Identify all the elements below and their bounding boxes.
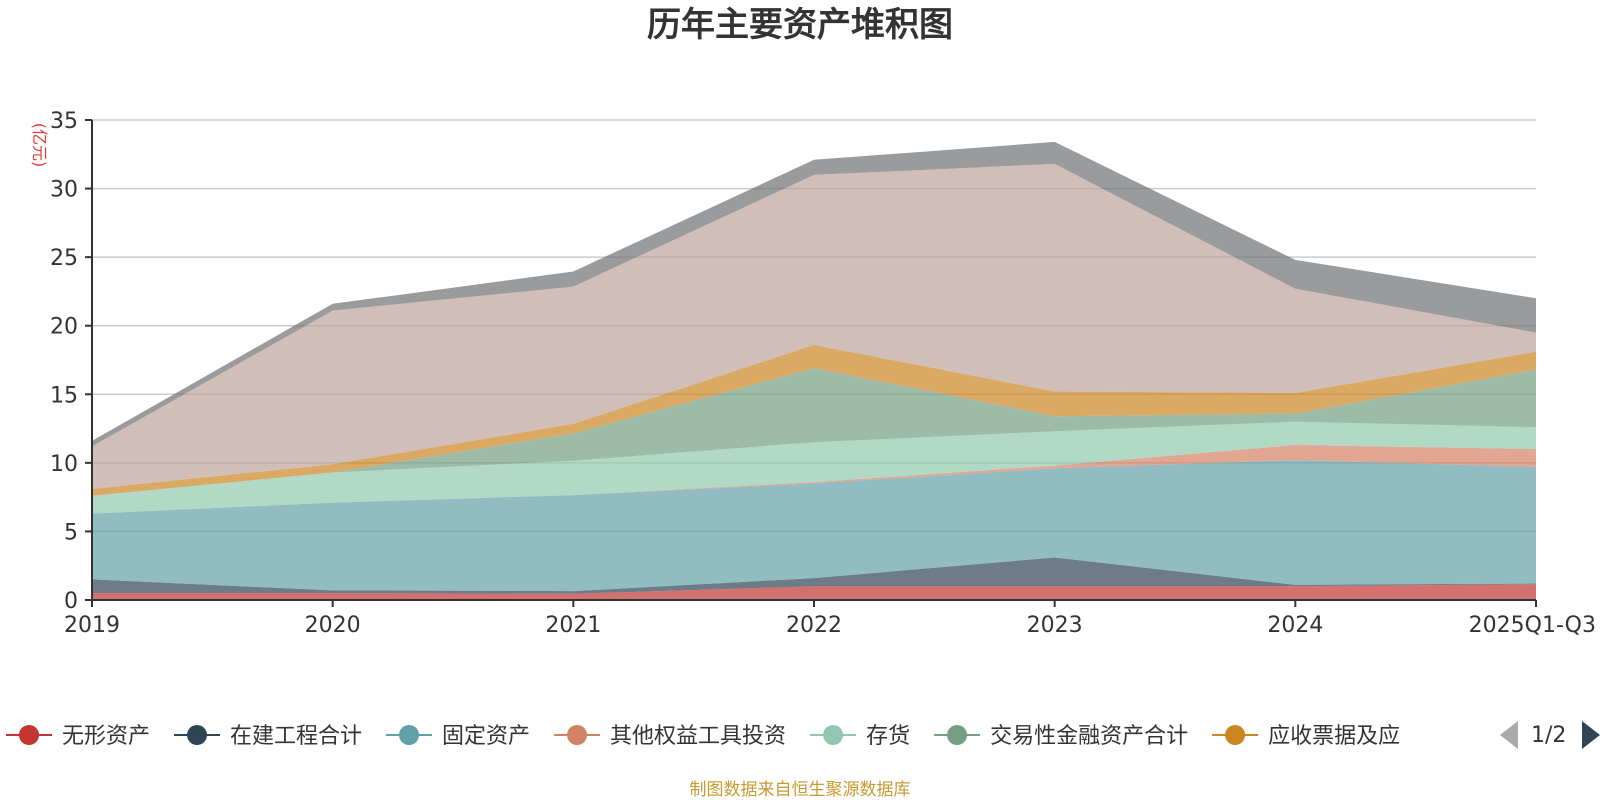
y-axis-unit: (亿元) (30, 123, 49, 168)
y-tick-label: 20 (50, 315, 78, 340)
y-tick-label: 25 (50, 246, 78, 271)
legend-dot-marker (567, 725, 588, 745)
legend-item[interactable]: 在建工程合计 (174, 724, 362, 749)
legend-page-indicator: 1/2 (1531, 723, 1566, 748)
area-series-5 (92, 421, 1536, 514)
legend-prev-icon[interactable] (1500, 721, 1518, 749)
legend-dot-marker (187, 725, 208, 745)
legend-pager: 1/2 (1500, 721, 1600, 749)
x-tick-label: 2021 (545, 613, 601, 638)
y-tick-label: 10 (50, 452, 78, 477)
legend-dot-marker (19, 725, 39, 745)
legend-item[interactable]: 无形资产 (6, 724, 150, 749)
area-series-6 (92, 368, 1536, 496)
x-tick-label: 2019 (64, 613, 120, 638)
axes: 0 5 10 15 20 25 30 35 2019 2020 2021 2022 2023 2024 20… (50, 109, 1596, 638)
legend-dot-marker (1225, 725, 1246, 745)
area-series-4 (92, 445, 1536, 514)
legend-item[interactable]: 存货 (810, 724, 910, 749)
legend-next-icon[interactable] (1582, 721, 1600, 749)
legend-label: 其他权益工具投资 (610, 724, 786, 749)
legend-dot-marker (823, 725, 844, 745)
legend-label: 无形资产 (62, 724, 150, 749)
y-tick-label: 5 (64, 520, 78, 545)
chart-title: 历年主要资产堆积图 (647, 5, 953, 45)
y-tick-label: 35 (50, 109, 78, 134)
area-series-1 (92, 584, 1536, 600)
area-series-8 (92, 163, 1536, 489)
legend-label: 存货 (866, 724, 910, 749)
legend-label: 交易性金融资产合计 (990, 724, 1188, 749)
area-series-3 (92, 460, 1536, 592)
area-series-7 (92, 344, 1536, 496)
x-tick-label: 2023 (1027, 613, 1083, 638)
legend-item[interactable]: 固定资产 (386, 724, 530, 749)
y-tick-label: 0 (64, 589, 78, 614)
area-series-2 (92, 557, 1536, 594)
legend-dot-marker (399, 725, 420, 745)
data-source-note: 制图数据来自恒生聚源数据库 (690, 780, 911, 800)
y-tick-label: 15 (50, 383, 78, 408)
x-tick-label: 2022 (786, 613, 842, 638)
x-tick-label: 2020 (305, 613, 361, 638)
legend-item[interactable]: 交易性金融资产合计 (934, 724, 1188, 749)
area-series (92, 141, 1536, 600)
legend-dot-marker (947, 725, 968, 745)
y-tick-label: 30 (50, 178, 78, 203)
legend-label: 在建工程合计 (230, 724, 362, 749)
legend-label: 应收票据及应 (1268, 724, 1400, 749)
area-series-9 (92, 141, 1536, 447)
legend-label: 固定资产 (442, 724, 530, 749)
legend-item[interactable]: 其他权益工具投资 (554, 724, 786, 749)
x-tick-label: 2025Q1-Q3 (1469, 613, 1596, 638)
x-tick-label: 2024 (1267, 613, 1323, 638)
legend[interactable]: 无形资产 在建工程合计 固定资产 其他权益工具投资 存货 交易性金融资产合计 应收票据及应 (6, 724, 1400, 749)
legend-item[interactable]: 应收票据及应 (1212, 724, 1400, 749)
